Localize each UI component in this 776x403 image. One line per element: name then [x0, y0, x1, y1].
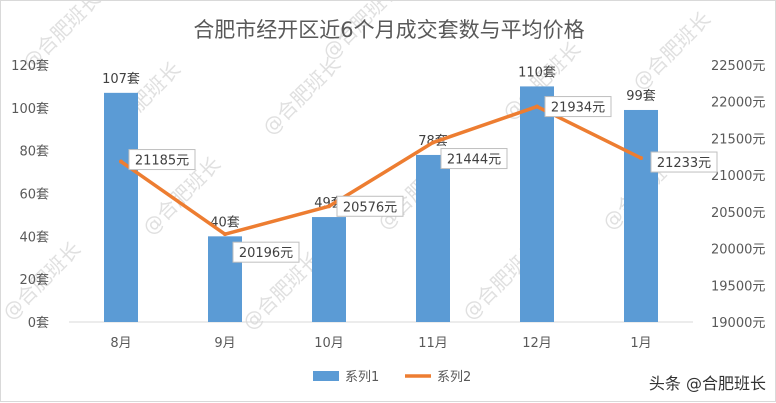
line-label-box — [336, 195, 404, 217]
line-data-label: 21233元 — [657, 156, 711, 171]
watermark-text: @合肥班长 — [628, 7, 716, 95]
y-left-tick-label: 0套 — [28, 315, 49, 331]
line-point — [223, 232, 227, 237]
line-label-box — [232, 241, 300, 263]
y-left-tick-label: 80套 — [19, 144, 49, 160]
y-right-tick-label: 21500元 — [711, 132, 765, 147]
y-right-tick-label: 22500元 — [711, 59, 765, 74]
line-point — [535, 104, 539, 109]
line-label-box — [544, 96, 612, 118]
y-right-tick-label: 19500元 — [711, 279, 765, 294]
source-watermark-text: 头条 @合肥班长 — [649, 374, 766, 393]
line-point — [119, 159, 123, 164]
bar-data-label: 40套 — [210, 214, 240, 230]
y-right-tick-label: 22000元 — [711, 96, 765, 111]
x-tick-label: 9月 — [214, 336, 235, 351]
bar — [104, 92, 138, 322]
line-point — [639, 156, 643, 161]
line-label-box — [128, 149, 196, 171]
legend-swatch-bar — [313, 371, 339, 381]
y-right-tick-label: 19000元 — [711, 316, 765, 331]
legend-label: 系列2 — [437, 370, 471, 385]
x-tick-label: 1月 — [630, 336, 651, 351]
line-data-label: 20576元 — [343, 200, 397, 215]
line-data-label: 21444元 — [447, 153, 501, 168]
plot-area: 0套 20套 40套 60套 80套 100套 120套 19000元 19500元 20000元… — [11, 58, 765, 351]
x-tick-label: 10月 — [314, 336, 344, 351]
watermark-text: @合肥班长 — [258, 52, 346, 140]
y-left-tick-label: 100套 — [11, 101, 49, 117]
line-data-label: 21934元 — [551, 101, 605, 116]
y-left-tick-label: 40套 — [19, 229, 49, 245]
y-left-tick-label: 20套 — [19, 272, 49, 288]
line-point — [327, 204, 331, 209]
line-data-label: 20196元 — [239, 246, 293, 261]
chart-title: 合肥市经开区近6个月成交套数与平均价格 — [193, 18, 584, 42]
bar-data-label: 110套 — [518, 64, 556, 80]
y-right-tick-label: 20500元 — [711, 206, 765, 221]
y-left-tick-label: 120套 — [11, 58, 49, 74]
y-right-tick-label: 20000元 — [711, 243, 765, 258]
bar-data-label: 99套 — [626, 88, 656, 104]
y-left-tick-label: 60套 — [19, 187, 49, 203]
line-point — [431, 140, 435, 145]
legend: 系列1 系列2 — [313, 370, 471, 385]
bar — [416, 154, 450, 322]
x-tick-label: 11月 — [418, 336, 448, 351]
bar-data-label: 107套 — [102, 71, 140, 87]
bar — [312, 217, 346, 322]
x-tick-label: 12月 — [522, 336, 552, 351]
line-data-label: 21185元 — [135, 154, 189, 169]
x-tick-label: 8月 — [110, 336, 131, 351]
bar — [624, 109, 658, 322]
y-right-tick-label: 21000元 — [711, 169, 765, 184]
line-label-box — [440, 148, 508, 170]
line-label-box — [650, 151, 718, 173]
bar — [520, 86, 554, 323]
legend-label: 系列1 — [345, 370, 379, 385]
